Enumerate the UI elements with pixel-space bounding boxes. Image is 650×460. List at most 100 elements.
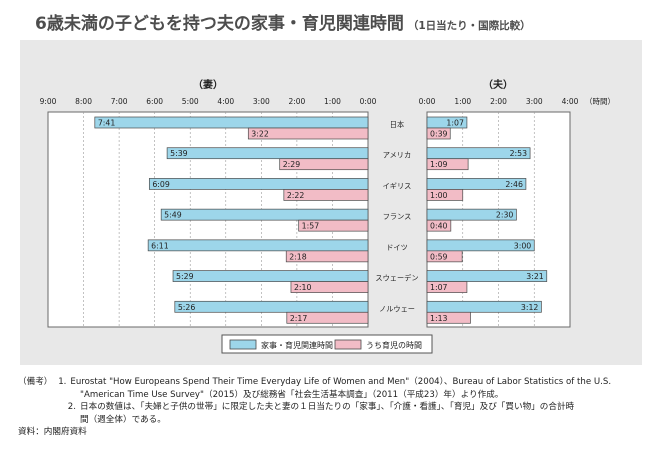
wife-total-bar (160, 208, 369, 221)
category-label: ノルウェー (379, 304, 415, 313)
husband-childcare-bar (426, 250, 463, 263)
husband-childcare-value: 0:40 (430, 222, 448, 231)
husband-total-bar (426, 239, 535, 252)
note-1-text-cont: "American Time Use Survey"（2015）及び総務省「社会… (80, 389, 504, 400)
wife-tick-label: 8:00 (75, 97, 92, 106)
wife-total-value: 5:29 (176, 272, 194, 281)
wife-tick-label: 3:00 (253, 97, 270, 106)
wife-total-value: 5:49 (164, 211, 182, 220)
husband-tick-label: 1:00 (454, 97, 471, 106)
chart-title: 6歳未満の子どもを持つ夫の家事・育児関連時間 (35, 14, 404, 34)
wife-panel-label: （妻） (193, 78, 223, 91)
wife-childcare-bar (283, 189, 369, 201)
category-label: 日本 (390, 120, 404, 129)
note-2-number: 2. (67, 402, 76, 412)
wife-tick-label: 1:00 (324, 97, 341, 106)
legend-swatch-total (229, 339, 257, 350)
category-label: フランス (383, 212, 412, 221)
husband-tick-label: 4:00 (562, 97, 579, 106)
wife-total-value: 5:26 (178, 303, 196, 312)
husband-total-value: 2:46 (505, 180, 523, 189)
wife-childcare-value: 3:22 (251, 130, 269, 139)
husband-childcare-value: 0:59 (430, 252, 448, 261)
legend: 家事・育児関連時間 うち育児の時間 (221, 334, 433, 354)
wife-tick-label: 6:00 (146, 97, 163, 106)
husband-total-bar (426, 300, 542, 313)
legend-label-childcare: うち育児の時間 (366, 340, 422, 350)
husband-total-value: 3:21 (526, 272, 544, 281)
husband-panel-label: （夫） (483, 78, 513, 91)
wife-total-bar (147, 239, 369, 252)
wife-total-value: 6:09 (152, 180, 170, 189)
husband-total-value: 3:12 (521, 303, 539, 312)
husband-unit-label: （時間） (585, 97, 615, 106)
husband-tick-label: 0:00 (419, 97, 436, 106)
husband-total-bar (426, 178, 527, 190)
category-label: イギリス (383, 181, 412, 190)
wife-total-bar (94, 116, 369, 129)
husband-childcare-bar (426, 219, 452, 232)
husband-childcare-bar (426, 189, 464, 201)
husband-childcare-bar (426, 281, 468, 293)
wife-total-value: 7:41 (98, 119, 116, 128)
husband-childcare-value: 1:07 (430, 283, 448, 292)
husband-total-value: 1:07 (446, 119, 464, 128)
wife-total-value: 5:39 (170, 149, 188, 158)
husband-total-value: 3:00 (514, 241, 532, 250)
wife-childcare-bar (298, 219, 369, 232)
chart-subtitle: （1日当たり・国際比較） (407, 20, 531, 32)
source-line: 資料：内閣府資料 (18, 426, 643, 439)
wife-childcare-bar (279, 158, 369, 171)
notes: （備考） 1. Eurostat "How Europeans Spend Th… (18, 376, 643, 439)
husband-tick-label: 2:00 (490, 97, 507, 106)
category-label: ドイツ (386, 243, 408, 252)
wife-tick-label: 4:00 (217, 97, 234, 106)
husband-total-value: 2:30 (496, 211, 514, 220)
wife-tick-label: 2:00 (288, 97, 305, 106)
wife-childcare-bar (247, 127, 369, 140)
wife-total-bar (166, 147, 369, 160)
wife-childcare-bar (285, 250, 369, 263)
wife-childcare-value: 2:10 (294, 283, 312, 292)
husband-total-bar (426, 208, 517, 221)
note-2-line-1: 2. 日本の数値は、「夫婦と子供の世帯」に限定した夫と妻の１日当たりの「家事」、… (18, 401, 643, 414)
husband-childcare-bar (426, 311, 471, 324)
wife-childcare-value: 2:29 (283, 160, 301, 169)
husband-childcare-bar (426, 127, 451, 140)
legend-label-total: 家事・育児関連時間 (261, 340, 333, 350)
note-2-line-2: 間（週全体）である。 (18, 414, 643, 427)
wife-childcare-value: 1:57 (302, 222, 320, 231)
husband-total-value: 2:53 (510, 149, 528, 158)
note-2-text-cont: 間（週全体）である。 (80, 414, 166, 425)
wife-tick-label: 0:00 (360, 97, 377, 106)
husband-childcare-value: 1:13 (430, 314, 448, 323)
husband-total-bar (426, 270, 548, 282)
note-1-number: 1. (58, 377, 67, 387)
wife-tick-label: 7:00 (111, 97, 128, 106)
husband-childcare-value: 0:39 (430, 130, 448, 139)
notes-label: （備考） (18, 377, 53, 387)
legend-swatch-childcare (334, 339, 362, 350)
bars: 7:41 3:22 1:07 0:39 5:39 2:29 2:53 1:09 6:09 2:22… (94, 116, 548, 324)
note-2-text: 日本の数値は、「夫婦と子供の世帯」に限定した夫と妻の１日当たりの「家事」、「介護… (80, 402, 575, 412)
legend-box (221, 334, 433, 354)
wife-total-bar (148, 178, 369, 190)
tick-labels: 9:00 8:00 7:00 6:00 5:00 4:00 3:00 2:00 1:00 0:00… (40, 97, 579, 106)
note-1-line-2: "American Time Use Survey"（2015）及び総務省「社会… (18, 389, 643, 402)
wife-total-bar (172, 270, 369, 282)
note-1-line-1: （備考） 1. Eurostat "How Europeans Spend Th… (18, 376, 643, 389)
wife-tick-label: 9:00 (40, 97, 57, 106)
wife-total-value: 6:11 (151, 241, 169, 250)
title-row: 6歳未満の子どもを持つ夫の家事・育児関連時間 （1日当たり・国際比較） (35, 9, 531, 34)
husband-childcare-bar (426, 158, 469, 171)
wife-childcare-bar (290, 281, 369, 293)
category-label: アメリカ (383, 151, 411, 160)
wife-childcare-value: 2:18 (289, 252, 307, 261)
wife-childcare-bar (286, 311, 369, 324)
husband-total-bar (426, 147, 531, 160)
husband-childcare-value: 1:00 (430, 191, 448, 200)
wife-total-bar (174, 300, 369, 313)
